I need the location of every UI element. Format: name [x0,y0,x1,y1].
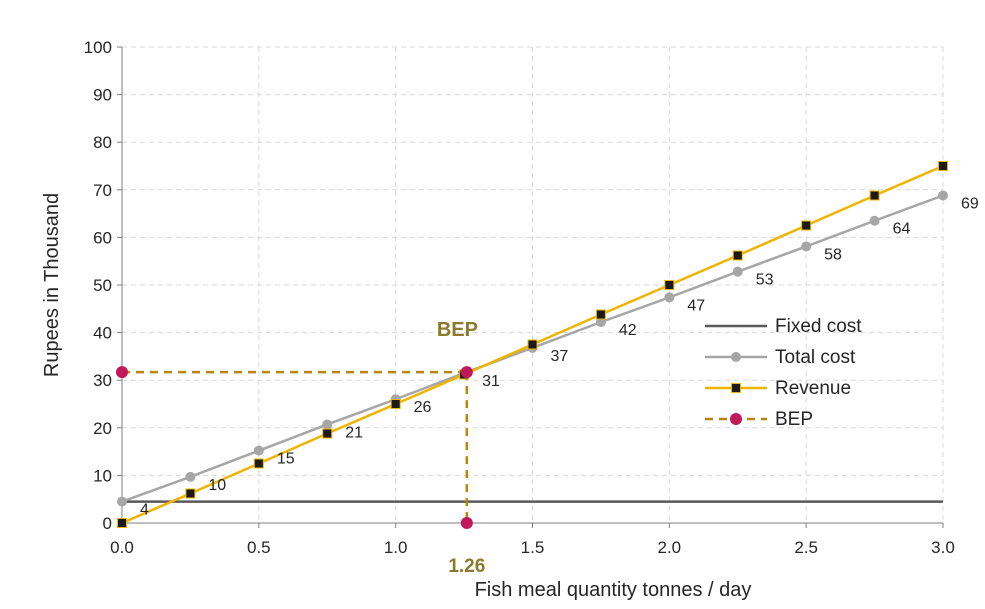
total-cost-point [253,445,264,456]
bep-point [116,366,128,379]
revenue-point [595,309,606,320]
y-tick-label: 60 [93,228,112,247]
total-cost-data-label: 42 [619,322,637,339]
total-cost-data-label: 31 [482,373,500,390]
legend-bep-label: BEP [775,409,813,430]
legend-revenue-marker [731,383,741,393]
total-cost-data-label: 47 [687,297,705,314]
total-cost-point [664,292,675,303]
y-axis-title: Rupees in Thousand [41,193,63,377]
total-cost-point [938,190,948,201]
total-cost-point [185,471,196,482]
y-tick-label: 40 [93,324,112,343]
total-cost-point [869,215,880,226]
legend-fixed-cost-label: Fixed cost [775,316,862,337]
total-cost-data-label: 53 [756,272,774,289]
revenue-point [185,488,196,499]
y-tick-label: 90 [93,86,112,105]
y-tick-label: 0 [103,514,112,533]
revenue-point [322,428,333,439]
y-tick-label: 100 [84,38,112,57]
revenue-point [117,518,127,528]
revenue-point [527,339,538,350]
total-cost-data-label: 64 [893,221,911,238]
legend-total-cost-marker [731,352,741,362]
x-axis-title: Fish meal quantity tonnes / day [475,579,752,601]
revenue-point [390,399,401,409]
total-cost-data-label: 58 [824,246,842,263]
legend-revenue-label: Revenue [775,378,851,399]
x-tick-label: 2.5 [794,538,818,557]
revenue-point [801,220,812,231]
x-tick-label: 2.0 [658,538,682,557]
revenue-point [732,250,743,261]
x-tick-label: 1.0 [384,538,408,557]
total-cost-point [732,266,743,277]
y-tick-label: 50 [93,276,112,295]
y-tick-label: 10 [93,466,112,485]
revenue-point [253,458,264,469]
legend-bep-marker [730,413,742,425]
bep-point [460,366,473,379]
y-tick-label: 30 [93,371,112,390]
x-tick-label: 3.0 [931,538,955,557]
total-cost-point [801,241,812,252]
total-cost-point [595,317,606,328]
x-tick-label: 1.5 [521,538,545,557]
total-cost-data-label: 4 [140,502,149,519]
total-cost-point [322,419,333,430]
bep-point [460,517,473,529]
total-cost-data-label: 26 [414,399,432,416]
revenue-point [664,280,675,290]
x-tick-label: 0.0 [110,538,134,557]
bep-x-label: 1.26 [448,556,485,577]
total-cost-data-label: 15 [277,451,295,468]
total-cost-data-label: 10 [208,477,226,494]
y-tick-label: 80 [93,133,112,152]
revenue-point [938,161,948,171]
legend-total-cost-label: Total cost [775,347,856,368]
bep-label: BEP [437,319,478,341]
total-cost-data-label: 21 [345,424,363,441]
x-tick-label: 0.5 [247,538,271,557]
total-cost-point [117,496,127,507]
y-tick-label: 70 [93,181,112,200]
revenue-point [869,190,880,201]
y-tick-label: 20 [93,419,112,438]
total-cost-data-label: 37 [551,348,569,365]
total-cost-data-label: 69 [961,196,979,213]
